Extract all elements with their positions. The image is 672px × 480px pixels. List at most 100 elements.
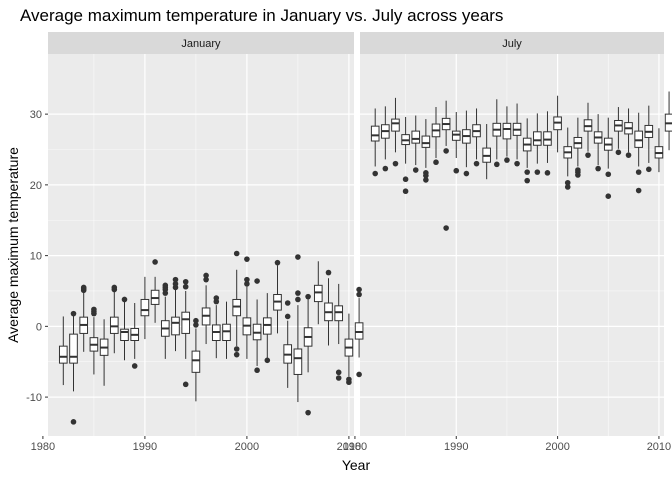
outlier-point xyxy=(254,278,260,284)
y-tick-label: 10 xyxy=(30,251,42,263)
outlier-point xyxy=(433,159,439,166)
outlier-point xyxy=(544,170,551,176)
box-january-1983 xyxy=(69,310,78,425)
box-body xyxy=(421,135,431,148)
box-body xyxy=(181,311,191,334)
box-january-1989 xyxy=(130,303,140,369)
box-july-2007 xyxy=(624,108,633,158)
x-tick-label: 2000 xyxy=(545,441,569,453)
box-july-1989 xyxy=(441,100,451,231)
outlier-point xyxy=(295,254,301,260)
box-january-1999 xyxy=(232,250,242,358)
box-body xyxy=(58,345,68,364)
y-tick-label: -10 xyxy=(26,392,42,404)
box-july-1986 xyxy=(411,115,421,173)
box-july-1997 xyxy=(522,118,532,184)
outlier-point xyxy=(91,306,97,313)
outlier-point xyxy=(402,176,409,183)
box-january-1987 xyxy=(109,284,119,354)
box-january-2001 xyxy=(252,278,262,374)
outlier-point xyxy=(182,278,189,285)
box-january-1982 xyxy=(58,316,68,386)
outlier-point xyxy=(264,357,271,364)
box-july-1984 xyxy=(391,97,400,167)
outlier-point xyxy=(162,282,169,289)
box-january-2002 xyxy=(262,293,272,364)
outlier-point xyxy=(305,293,311,300)
box-body xyxy=(140,298,150,317)
box-july-1999 xyxy=(543,111,552,176)
outlier-point xyxy=(635,169,642,175)
x-tick-label: 1990 xyxy=(444,441,468,453)
strip-label-january: January xyxy=(181,38,221,50)
outlier-point xyxy=(392,160,399,167)
outlier-point xyxy=(346,379,352,386)
box-january-1992 xyxy=(160,282,170,359)
box-january-1995 xyxy=(191,317,201,402)
outlier-point xyxy=(514,160,520,167)
box-july-2005 xyxy=(603,117,613,199)
box-body xyxy=(334,305,344,322)
box-january-2000 xyxy=(242,256,252,359)
outlier-point xyxy=(423,172,429,179)
box-body xyxy=(451,130,461,141)
box-january-1986 xyxy=(99,319,109,386)
box-body xyxy=(313,284,323,303)
outlier-point xyxy=(473,160,480,167)
outlier-point xyxy=(494,161,500,168)
box-july-1987 xyxy=(421,119,431,183)
y-tick-label: 20 xyxy=(30,180,42,192)
box-body xyxy=(69,333,78,364)
box-july-2001 xyxy=(563,127,573,190)
outlier-point xyxy=(193,317,199,324)
box-body xyxy=(533,131,542,146)
box-body xyxy=(222,323,231,342)
outlier-point xyxy=(233,351,240,358)
grid-lines xyxy=(42,54,664,436)
outlier-point xyxy=(233,250,240,257)
box-july-1985 xyxy=(401,116,410,195)
box-july-2009 xyxy=(644,105,654,173)
box-january-1994 xyxy=(181,278,191,388)
y-axis-label: Average maximum temperature xyxy=(5,147,21,343)
box-july-2000 xyxy=(553,95,562,153)
box-january-2006 xyxy=(303,293,313,416)
outlier-point xyxy=(244,281,250,287)
box-july-2002 xyxy=(573,117,583,178)
outlier-point xyxy=(524,177,530,184)
outlier-point xyxy=(402,188,409,195)
outlier-point xyxy=(605,193,612,199)
panel-january xyxy=(48,54,354,436)
box-january-2003 xyxy=(273,259,282,334)
outlier-point xyxy=(203,276,209,283)
outlier-point xyxy=(335,375,342,381)
box-body xyxy=(171,316,180,336)
outlier-point xyxy=(131,363,138,369)
box-layer xyxy=(58,91,672,425)
outlier-point xyxy=(356,286,362,293)
outlier-point xyxy=(182,381,189,388)
outlier-point xyxy=(564,184,571,190)
box-july-1988 xyxy=(431,107,441,166)
box-body xyxy=(502,122,512,140)
strip-january xyxy=(48,32,354,54)
box-july-2010 xyxy=(654,128,664,173)
x-tick-label: 2010 xyxy=(337,441,361,453)
box-body xyxy=(411,130,421,144)
box-january-2005 xyxy=(293,254,303,403)
box-july-1991 xyxy=(462,110,471,177)
outlier-point xyxy=(504,157,510,163)
outlier-point xyxy=(182,283,189,290)
box-body xyxy=(543,131,552,146)
outlier-point xyxy=(335,369,342,376)
box-july-2006 xyxy=(614,107,623,156)
outlier-point xyxy=(295,290,301,296)
outlier-point xyxy=(625,152,632,158)
box-july-1990 xyxy=(451,112,461,174)
outlier-point xyxy=(423,177,429,183)
box-january-1996 xyxy=(201,272,211,345)
outlier-point xyxy=(356,371,362,378)
box-january-2010 xyxy=(344,313,354,386)
